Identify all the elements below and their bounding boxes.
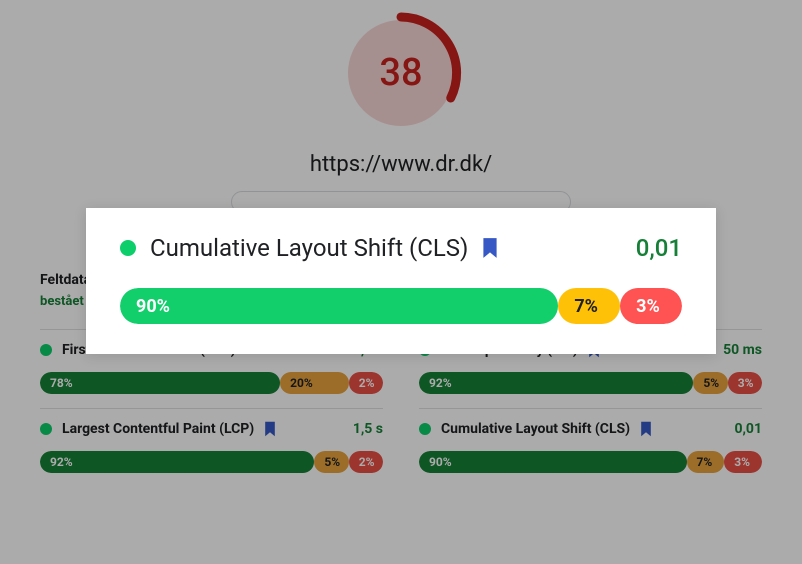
dist-segment-red: 3% — [620, 288, 682, 324]
status-dot — [120, 240, 136, 256]
bookmark-icon[interactable] — [482, 237, 498, 259]
modal-value: 0,01 — [636, 234, 682, 262]
dist-segment-green: 90% — [120, 288, 558, 324]
metric-modal: Cumulative Layout Shift (CLS) 0,01 90%7%… — [86, 208, 716, 354]
modal-title: Cumulative Layout Shift (CLS) — [150, 234, 468, 262]
dist-segment-amber: 7% — [558, 288, 620, 324]
modal-distribution-bar: 90%7%3% — [120, 288, 682, 324]
modal-header: Cumulative Layout Shift (CLS) 0,01 — [120, 234, 682, 262]
